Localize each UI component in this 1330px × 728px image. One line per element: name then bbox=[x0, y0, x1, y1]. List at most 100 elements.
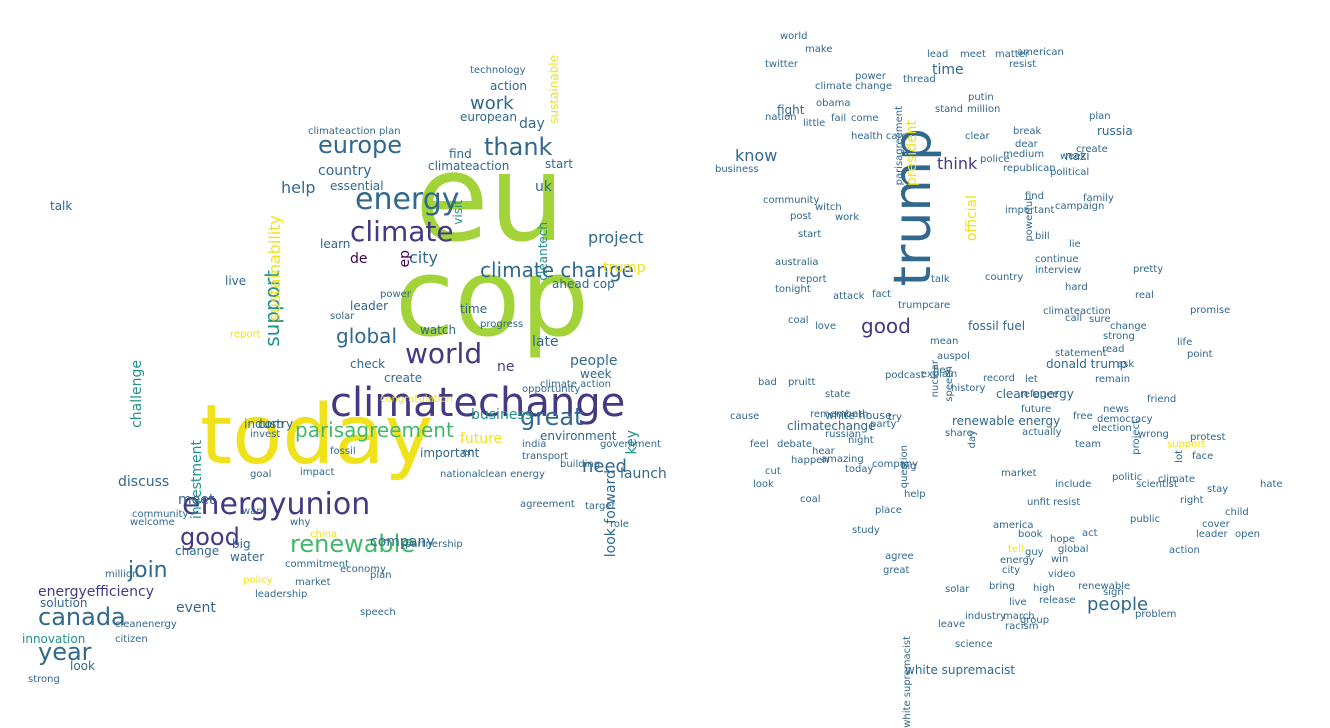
word-world: world bbox=[780, 31, 808, 42]
word-donald-trump: donald trump bbox=[1046, 357, 1128, 371]
word-march: march bbox=[1003, 611, 1035, 622]
word-climatechange: climatechange bbox=[330, 380, 626, 426]
word-try: try bbox=[888, 412, 902, 423]
word-mean: mean bbox=[930, 336, 959, 347]
word-create: create bbox=[384, 371, 423, 385]
word-campaign: campaign bbox=[1055, 201, 1105, 212]
word-cut: cut bbox=[765, 466, 781, 477]
word-debate: debate bbox=[777, 439, 813, 450]
word-create: create bbox=[1076, 144, 1108, 155]
word-cause: cause bbox=[730, 411, 760, 422]
word-protest: protest bbox=[1190, 432, 1226, 443]
word-parisagreement: parisagreement bbox=[295, 418, 454, 442]
word-community: community bbox=[132, 509, 189, 520]
word-bill: bill bbox=[1035, 231, 1050, 242]
word-problem: problem bbox=[1135, 609, 1177, 620]
word-uk: uk bbox=[535, 179, 552, 195]
word-climateaction-plan: climateaction plan bbox=[308, 126, 401, 137]
word-market: market bbox=[295, 577, 331, 588]
word-agreement: agreement bbox=[520, 499, 575, 510]
word-renewable: renewable bbox=[1078, 581, 1131, 592]
word-child: child bbox=[1225, 507, 1249, 518]
word-agree: agree bbox=[885, 551, 914, 562]
word-matter: matter bbox=[995, 49, 1029, 60]
word-coal: coal bbox=[800, 494, 821, 505]
word-innovation: innovation bbox=[22, 632, 86, 646]
word-cloud-left: eu cop today climatechange energyunion energy… bbox=[0, 0, 667, 702]
word-bad: bad bbox=[758, 377, 777, 388]
word-let: let bbox=[1025, 374, 1038, 385]
word-world: world bbox=[405, 337, 483, 370]
word-power: power bbox=[380, 289, 411, 300]
word-actually: actually bbox=[1022, 427, 1062, 438]
word-find: find bbox=[449, 147, 472, 161]
word-love: love bbox=[815, 321, 836, 332]
word-help: help bbox=[904, 489, 926, 500]
word-release: release bbox=[1039, 595, 1076, 606]
word-stand: stand bbox=[935, 104, 963, 115]
word-cloud-right: trump good people think know time president off… bbox=[665, 0, 1330, 728]
word-impact: impact bbox=[300, 467, 335, 478]
word-solar: solar bbox=[945, 584, 970, 595]
word-country: country bbox=[318, 163, 372, 179]
word-parisagreement: parisagreement bbox=[894, 106, 905, 186]
word-little: little bbox=[803, 118, 826, 129]
word-putin: putin bbox=[968, 92, 994, 103]
word-clear: clear bbox=[965, 131, 990, 142]
word-amazing: amazing bbox=[821, 454, 864, 465]
word-work: work bbox=[470, 93, 514, 114]
word-global: global bbox=[1058, 544, 1089, 555]
word-people: people bbox=[570, 353, 618, 369]
word-sustainability: sustainability bbox=[265, 215, 284, 322]
word-commitment: commitment bbox=[285, 559, 349, 570]
word-witch: witch bbox=[815, 202, 842, 213]
word-pretty: pretty bbox=[1133, 264, 1164, 275]
word-remember: remember bbox=[810, 409, 863, 420]
word-talk: talk bbox=[931, 274, 950, 285]
word-obama: obama bbox=[816, 98, 851, 109]
word-strong: strong bbox=[1103, 331, 1135, 342]
word-climate-action: climate action bbox=[540, 379, 611, 390]
word-american: american bbox=[1017, 47, 1064, 58]
word-building: building bbox=[560, 459, 601, 470]
word-company: company bbox=[872, 459, 919, 470]
word-meet: meet bbox=[960, 49, 986, 60]
word-pruitt: pruitt bbox=[788, 377, 816, 388]
word-book: book bbox=[1018, 529, 1043, 540]
word-president: president bbox=[904, 120, 920, 186]
word-wrong: wrong bbox=[1138, 429, 1169, 440]
word-economy: economy bbox=[340, 564, 386, 575]
word-leadership: leadership bbox=[255, 589, 308, 600]
word-fossil-fuel: fossil fuel bbox=[968, 319, 1026, 333]
word-energy: energy bbox=[1000, 555, 1035, 566]
word-visit: visit bbox=[451, 200, 465, 225]
word-family: family bbox=[1083, 193, 1114, 204]
word-energyefficiency: energyefficiency bbox=[38, 584, 154, 600]
word-great: great bbox=[883, 565, 910, 576]
word-team: team bbox=[1075, 439, 1101, 450]
word-find: find bbox=[1025, 191, 1044, 202]
word-scientist: scientist bbox=[1136, 479, 1178, 490]
word-global: global bbox=[336, 324, 397, 348]
word-industry: industry bbox=[965, 611, 1006, 622]
word-good: good bbox=[861, 314, 911, 338]
word-hey: hey bbox=[933, 365, 952, 376]
word-time: time bbox=[460, 302, 488, 316]
word-eu: eu bbox=[415, 130, 565, 269]
word-trumpcare: trumpcare bbox=[898, 300, 951, 311]
word-role: role bbox=[610, 519, 629, 530]
word-nazi: nazi bbox=[1065, 149, 1090, 163]
word-launch: launch bbox=[620, 466, 667, 482]
word-million: million bbox=[105, 569, 139, 580]
word-project: project bbox=[1131, 420, 1142, 455]
word-partnership: partnership bbox=[405, 539, 463, 550]
word-share: share bbox=[945, 428, 973, 439]
word-learn: learn bbox=[320, 237, 351, 251]
word-white-house: white house bbox=[825, 409, 892, 422]
word-dear: dear bbox=[1015, 139, 1038, 150]
word-climate: climate bbox=[1158, 474, 1195, 485]
word-watch: watch bbox=[420, 323, 457, 337]
word-live: live bbox=[225, 274, 247, 288]
word-essential: essential bbox=[330, 179, 384, 193]
word-community: community bbox=[763, 195, 820, 206]
